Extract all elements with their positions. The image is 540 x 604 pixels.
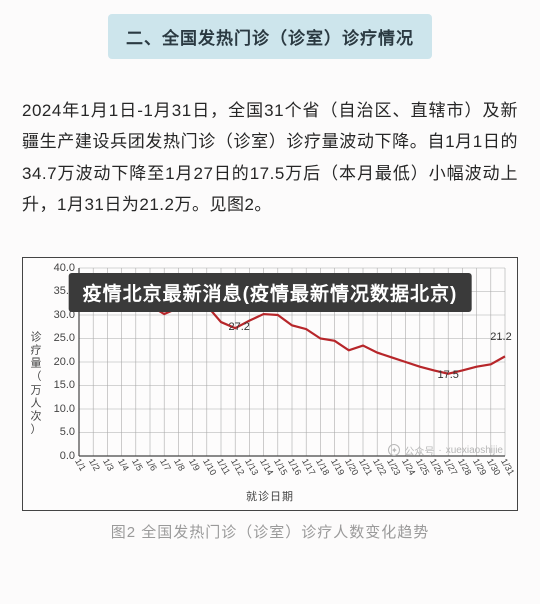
x-tick-label: 1/16: [286, 456, 303, 476]
body-paragraph: 2024年1月1日-1月31日，全国31个省（自治区、直辖市）及新疆生产建设兵团…: [22, 95, 518, 221]
x-tick-label: 1/2: [87, 456, 102, 472]
x-tick-label: 1/8: [172, 456, 187, 472]
x-tick-label: 1/6: [144, 456, 159, 472]
x-tick-label: 1/12: [229, 456, 246, 476]
y-tick-label: 10.0: [54, 403, 79, 415]
x-tick-label: 1/5: [130, 456, 145, 472]
page-root: 二、全国发热门诊（诊室）诊疗情况 2024年1月1日-1月31日，全国31个省（…: [0, 14, 540, 604]
y-axis-title: 诊疗量（万人次）: [29, 331, 43, 437]
x-tick-label: 1/4: [116, 456, 131, 472]
watermark-label: 公众号: [404, 443, 434, 458]
x-tick-label: 1/11: [215, 456, 232, 476]
x-tick-label: 1/18: [314, 456, 331, 476]
x-tick-label: 1/24: [400, 456, 417, 476]
figure-caption: 图2 全国发热门诊（诊室）诊疗人数变化趋势: [22, 521, 518, 542]
x-tick-label: 1/17: [300, 456, 317, 476]
x-tick-label: 1/7: [158, 456, 173, 472]
x-tick-label: 1/10: [201, 456, 218, 476]
section-title: 二、全国发热门诊（诊室）诊疗情况: [108, 14, 432, 59]
point-label: 27.2: [228, 321, 249, 333]
x-tick-label: 1/21: [357, 456, 374, 476]
watermark-sep: ·: [438, 445, 441, 456]
wechat-icon: ✦: [388, 444, 400, 456]
x-tick-label: 1/30: [485, 456, 502, 476]
x-tick-label: 1/3: [101, 456, 116, 472]
y-tick-label: 40.0: [54, 262, 79, 274]
y-tick-label: 15.0: [54, 379, 79, 391]
x-tick-label: 1/14: [258, 456, 275, 476]
x-tick-label: 1/22: [371, 456, 388, 476]
x-tick-label: 1/25: [414, 456, 431, 476]
x-tick-label: 1/20: [343, 456, 360, 476]
overlay-banner: 疫情北京最新消息(疫情最新情况数据北京): [69, 273, 472, 312]
x-tick-label: 1/15: [272, 456, 289, 476]
y-tick-label: 20.0: [54, 356, 79, 368]
x-tick-label: 1/26: [428, 456, 445, 476]
x-tick-label: 1/28: [456, 456, 473, 476]
x-tick-label: 1/31: [499, 456, 516, 476]
x-tick-label: 1/9: [187, 456, 202, 472]
y-tick-label: 5.0: [60, 426, 79, 438]
watermark-account: xuexiaoshijie: [446, 445, 503, 456]
section-header: 二、全国发热门诊（诊室）诊疗情况: [22, 14, 518, 59]
x-tick-label: 1/29: [471, 456, 488, 476]
x-tick-label: 1/19: [329, 456, 346, 476]
x-tick-label: 1/13: [243, 456, 260, 476]
point-label: 17.5: [437, 369, 458, 381]
point-label: 21.2: [490, 331, 511, 343]
x-tick-label: 1/27: [442, 456, 459, 476]
x-axis-title: 就诊日期: [246, 488, 294, 504]
watermark: ✦ 公众号 · xuexiaoshijie: [388, 443, 503, 458]
y-tick-label: 25.0: [54, 332, 79, 344]
x-tick-label: 1/23: [385, 456, 402, 476]
